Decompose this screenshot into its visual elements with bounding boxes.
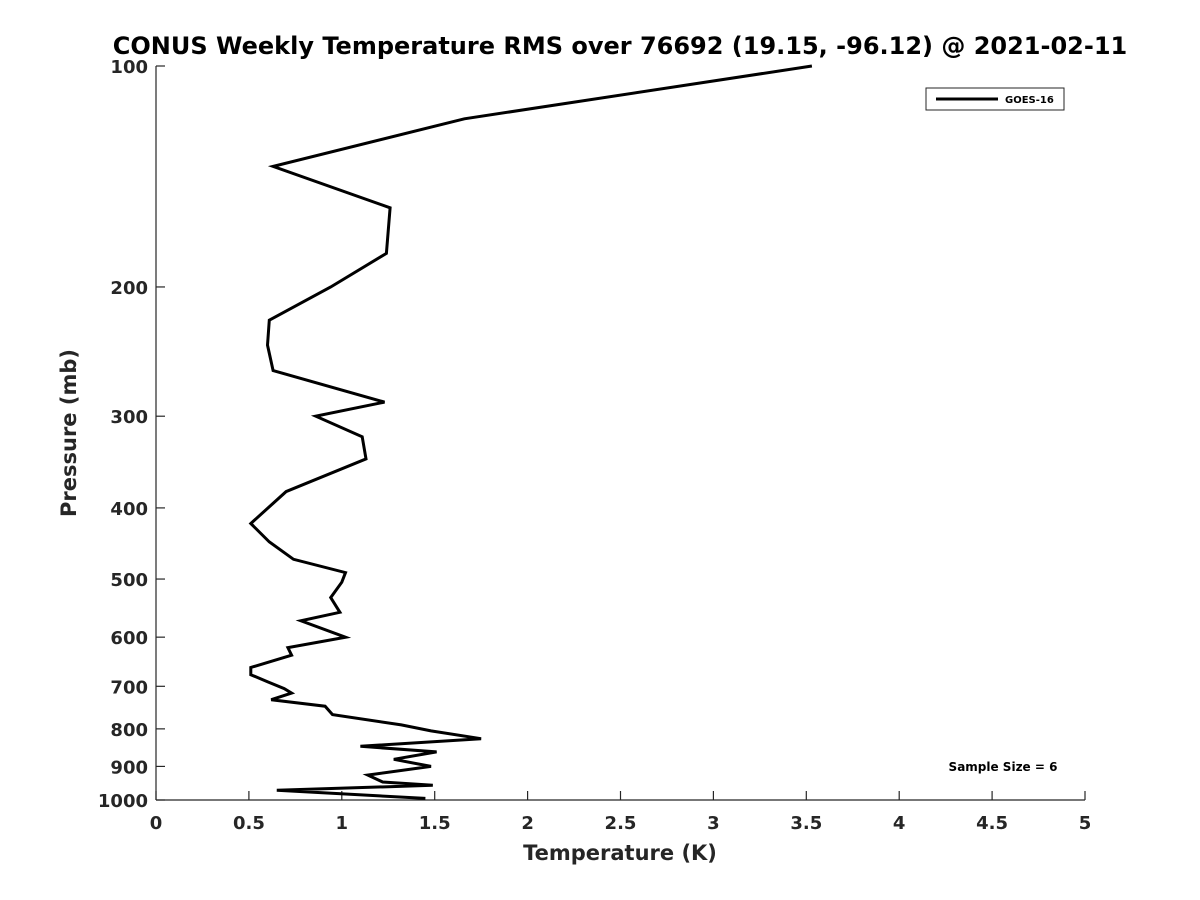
y-tick-label: 100 (110, 57, 148, 78)
x-tick-label: 2.5 (605, 813, 637, 834)
legend: GOES-16 (925, 87, 1065, 111)
series-line-goes-16 (248, 64, 813, 800)
x-tick-label: 3.5 (790, 813, 822, 834)
x-tick-label: 0.5 (233, 813, 265, 834)
sample-size-annotation: Sample Size = 6 (949, 760, 1058, 774)
y-tick-label: 800 (110, 720, 148, 741)
y-ticks: 100 200 300 400 500 600 700 800 900 1000 (98, 57, 165, 812)
x-tick-label: 5 (1079, 813, 1092, 834)
x-tick-label: 4.5 (976, 813, 1008, 834)
x-tick-label: 1.5 (419, 813, 451, 834)
x-tick-label: 1 (336, 813, 349, 834)
x-ticks: 0 0.5 1 1.5 2 2.5 3 3.5 4 4.5 5 (150, 791, 1092, 834)
x-tick-label: 2 (521, 813, 534, 834)
x-tick-label: 0 (150, 813, 163, 834)
legend-label-goes-16: GOES-16 (1005, 95, 1054, 106)
y-tick-label: 400 (110, 499, 148, 520)
y-tick-label: 500 (110, 570, 148, 591)
y-tick-label: 300 (110, 407, 148, 428)
x-axis-label: Temperature (K) (523, 841, 717, 865)
series-group (248, 64, 813, 800)
y-tick-label: 600 (110, 628, 148, 649)
chart-title: CONUS Weekly Temperature RMS over 76692 … (113, 32, 1127, 60)
y-tick-label: 700 (110, 677, 148, 698)
y-axis-label: Pressure (mb) (57, 349, 81, 517)
x-tick-label: 3 (707, 813, 720, 834)
x-tick-label: 4 (893, 813, 906, 834)
y-tick-label: 200 (110, 278, 148, 299)
y-tick-label: 1000 (98, 791, 148, 812)
y-tick-label: 900 (110, 757, 148, 778)
